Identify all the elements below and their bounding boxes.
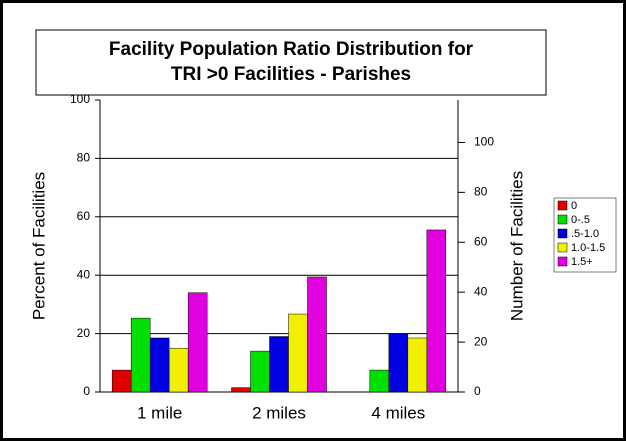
y2-tick-label: 80 bbox=[474, 185, 488, 199]
bar bbox=[269, 336, 289, 393]
legend-label: 0 bbox=[571, 200, 577, 212]
bar bbox=[187, 292, 208, 393]
bar bbox=[168, 347, 189, 393]
bar bbox=[130, 317, 151, 393]
legend-label: 0-.5 bbox=[571, 214, 590, 226]
legend-label: 1.0-1.5 bbox=[571, 242, 605, 254]
y-axis-title: Percent of Facilities bbox=[29, 172, 48, 320]
y2-tick-label: 40 bbox=[474, 284, 488, 298]
legend-swatch bbox=[557, 228, 568, 239]
y-tick-label: 100 bbox=[70, 92, 90, 106]
legend-label: .5-1.0 bbox=[571, 228, 599, 240]
legend-swatch bbox=[557, 242, 568, 253]
y-tick-label: 20 bbox=[77, 326, 91, 340]
x-tick-label: 1 mile bbox=[137, 403, 182, 422]
title-box bbox=[35, 29, 547, 96]
bar bbox=[388, 333, 409, 393]
legend-label: 1.5+ bbox=[571, 256, 593, 268]
y-tick-label: 80 bbox=[77, 151, 91, 165]
bar bbox=[407, 337, 428, 393]
bar bbox=[426, 229, 447, 393]
y2-tick-label: 20 bbox=[474, 334, 488, 348]
y2-tick-label: 0 bbox=[474, 384, 481, 398]
y-tick-label: 0 bbox=[83, 384, 90, 398]
x-tick-label: 2 miles bbox=[252, 403, 306, 422]
x-tick-label: 4 miles bbox=[371, 403, 425, 422]
legend-swatch bbox=[557, 214, 568, 225]
bar bbox=[111, 369, 132, 393]
y2-tick-label: 60 bbox=[474, 234, 488, 248]
bar bbox=[307, 276, 327, 393]
bar bbox=[250, 350, 270, 393]
chart-title: TRI >0 Facilities - Parishes bbox=[171, 64, 411, 85]
y2-tick-label: 100 bbox=[474, 135, 494, 149]
y-tick-label: 40 bbox=[77, 267, 91, 281]
bar bbox=[288, 313, 308, 393]
y2-axis-title: Number of Facilities bbox=[507, 171, 526, 321]
bar bbox=[149, 337, 170, 393]
y-tick-label: 60 bbox=[77, 209, 91, 223]
legend-swatch bbox=[557, 256, 568, 267]
bar bbox=[231, 387, 251, 393]
legend-swatch bbox=[557, 200, 568, 211]
bar bbox=[369, 369, 390, 393]
chart-title: Facility Population Ratio Distribution f… bbox=[109, 39, 474, 60]
